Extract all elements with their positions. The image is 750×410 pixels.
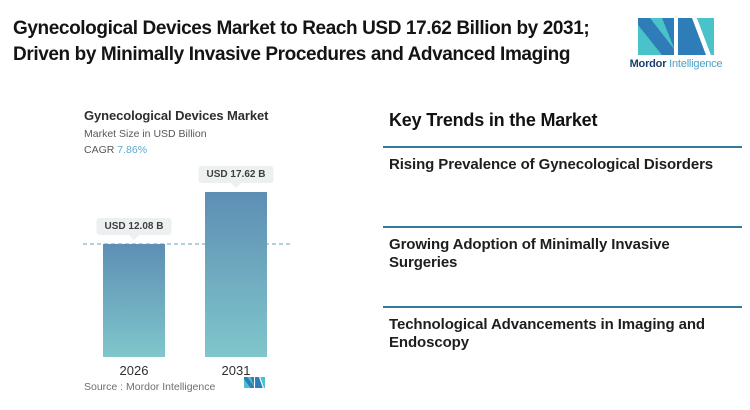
cagr-label: CAGR [84,144,115,156]
trend-label: Rising Prevalence of Gynecological Disor… [389,156,714,173]
cagr-value: 7.86% [117,144,148,156]
headline-line-2: Driven by Minimally Invasive Procedures … [13,44,571,65]
brand-name-secondary: Intelligence [669,58,723,70]
mordor-intelligence-logo: Mordor Intelligence [626,18,726,70]
headline-line-1: Gynecological Devices Market to Reach US… [13,18,590,39]
trend-label: Technological Advancements in Imaging an… [389,316,705,351]
bar-value-pointer [129,235,139,240]
source-attribution: Source : Mordor Intelligence [84,381,216,393]
reference-dashed-line [83,243,290,246]
key-trends-panel: Key Trends in the Market Rising Prevalen… [383,108,742,352]
x-axis-label: 2031 [221,363,251,378]
trends-heading: Key Trends in the Market [389,110,598,130]
bar-value-label: USD 12.08 B [96,218,172,235]
mordor-logo-icon [638,18,714,55]
headline: Gynecological Devices Market to Reach US… [13,16,590,68]
bar-2031 [205,192,267,357]
bar-value-pointer [231,183,241,188]
brand-wordmark: Mordor Intelligence [626,58,726,70]
bar-value-label: USD 17.62 B [198,166,274,183]
trend-item-1: Rising Prevalence of Gynecological Disor… [383,146,742,226]
bar-group-2031: USD 17.62 B 2031 [198,165,274,378]
trend-item-3: Technological Advancements in Imaging an… [383,306,742,352]
bar-2026 [103,244,165,357]
chart-subtitle: Market Size in USD Billion [84,128,207,140]
bar-chart-plot: USD 12.08 B 2026 USD 17.62 B 2031 [83,165,293,378]
chart-cagr-row: CAGR 7.86% [84,144,354,156]
x-axis-label: 2026 [119,363,149,378]
trend-item-2: Growing Adoption of Minimally Invasive S… [383,226,742,306]
bar-group-2026: USD 12.08 B 2026 [96,165,172,378]
mordor-mini-logo-icon [244,377,265,388]
brand-name-primary: Mordor [629,58,667,70]
trend-label: Growing Adoption of Minimally Invasive S… [389,236,670,271]
chart-title: Gynecological Devices Market [84,108,269,123]
chart-header: Gynecological Devices Market Market Size… [84,108,354,156]
